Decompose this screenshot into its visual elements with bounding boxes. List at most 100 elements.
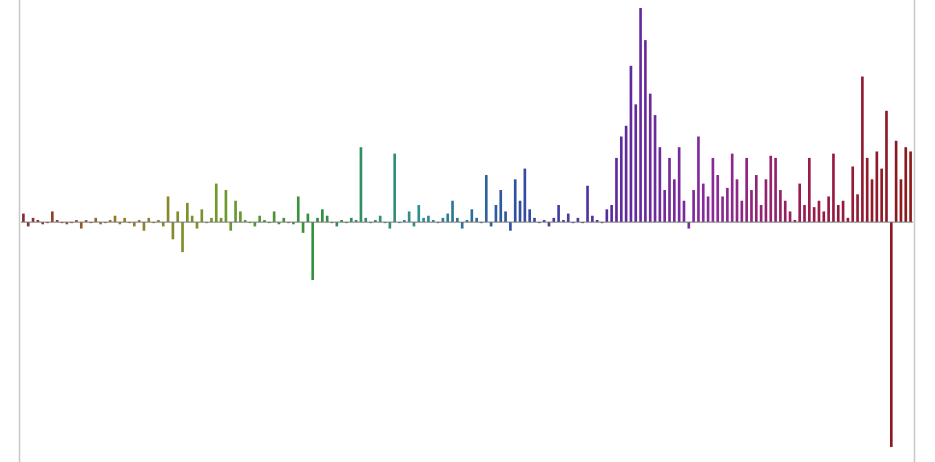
bar (740, 200, 744, 223)
bar (619, 136, 623, 223)
bar (673, 179, 676, 223)
bar (171, 222, 175, 240)
bar (272, 211, 276, 223)
bar (94, 217, 98, 223)
bar (224, 190, 228, 223)
bar (499, 190, 503, 223)
bar (624, 125, 628, 223)
bar (142, 222, 146, 231)
bar (157, 220, 160, 223)
bar (55, 220, 59, 223)
bar (316, 217, 319, 223)
bar (658, 147, 662, 223)
bar (460, 222, 464, 229)
bar (518, 200, 522, 223)
bar (798, 183, 802, 223)
bar (417, 205, 421, 223)
bar (422, 217, 425, 223)
bar (644, 40, 647, 223)
bar (489, 222, 493, 227)
bar (629, 65, 633, 223)
bar (754, 175, 758, 223)
bar (586, 185, 589, 223)
bar (832, 153, 835, 223)
bar (779, 190, 782, 223)
bar (451, 200, 454, 223)
bar (470, 209, 474, 223)
bar (721, 196, 724, 223)
bar (648, 93, 652, 223)
bar (817, 200, 821, 223)
bar (552, 217, 556, 223)
bar (750, 190, 753, 223)
bar (513, 179, 517, 223)
bar (494, 205, 498, 223)
bar (176, 211, 180, 223)
bar (99, 222, 102, 225)
bar (692, 190, 695, 223)
bar (484, 175, 488, 223)
bar (75, 220, 78, 223)
bar (856, 194, 859, 223)
bar (335, 222, 339, 227)
bar (195, 222, 199, 229)
bar (118, 222, 122, 225)
bar (547, 222, 551, 227)
bar (899, 179, 903, 223)
bar (605, 209, 609, 223)
bar (682, 200, 686, 223)
bar (243, 220, 247, 223)
bar (697, 136, 700, 223)
bar (870, 179, 874, 223)
bar (788, 211, 792, 223)
bar (364, 217, 368, 223)
bar (186, 202, 189, 223)
bar (190, 215, 194, 223)
bar (282, 217, 286, 223)
bar (726, 187, 729, 223)
bar (51, 211, 54, 223)
bar (65, 222, 69, 225)
bar (475, 217, 478, 223)
bar (836, 205, 840, 223)
bar (253, 222, 257, 227)
bar (446, 213, 450, 223)
bar (132, 222, 136, 227)
bar (889, 222, 893, 448)
bar (615, 157, 618, 223)
bar (239, 211, 242, 223)
bar (610, 205, 613, 223)
bar (41, 222, 45, 225)
bar (677, 147, 681, 223)
bar (595, 220, 599, 223)
bar (166, 196, 170, 223)
bar (846, 217, 850, 223)
bar (808, 157, 811, 223)
bar (701, 183, 705, 223)
bar (359, 147, 363, 223)
bar (851, 166, 855, 223)
bar (31, 217, 35, 223)
bar (528, 209, 532, 223)
bar (161, 222, 165, 227)
bar (402, 220, 406, 223)
bar (465, 220, 469, 223)
bar (388, 222, 392, 229)
bar (885, 110, 888, 223)
bar (214, 183, 218, 223)
bar (634, 104, 638, 223)
bar (504, 211, 507, 223)
bar (812, 207, 816, 223)
bar (354, 220, 358, 223)
bar (219, 217, 223, 223)
bar (542, 220, 546, 223)
bar (378, 215, 382, 223)
bar (113, 215, 117, 223)
bar (706, 196, 710, 223)
bar (325, 215, 329, 223)
bar (557, 205, 560, 223)
bar (827, 196, 830, 223)
bar (84, 220, 88, 223)
bar (653, 115, 657, 223)
bar (147, 217, 151, 223)
